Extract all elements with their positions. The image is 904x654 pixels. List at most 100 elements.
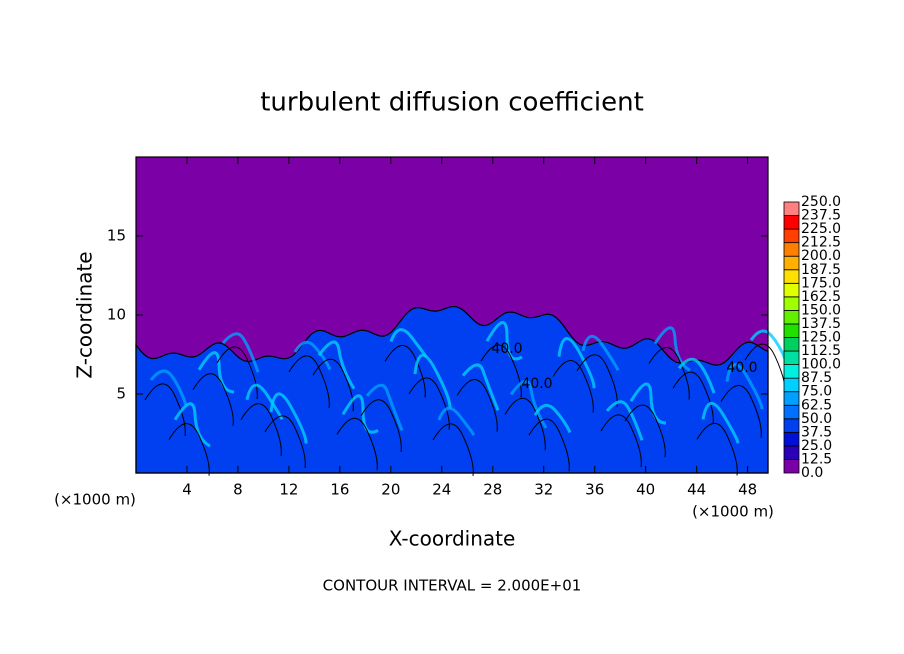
- field-streak: [749, 329, 788, 362]
- colorbar-label: 187.5: [801, 262, 841, 278]
- colorbar-band: [783, 201, 800, 216]
- colorbar-band: [783, 269, 800, 284]
- colorbar-band: [783, 350, 800, 365]
- field-streak: [173, 402, 211, 448]
- colorbar-label: 50.0: [801, 411, 832, 427]
- contour-line: [408, 377, 450, 431]
- contour-line: [264, 415, 306, 469]
- colorbar-label: 75.0: [801, 384, 832, 400]
- x-tick-label: 4: [182, 481, 192, 499]
- x-axis-label: X-coordinate: [389, 527, 516, 551]
- colorbar-label: 125.0: [801, 330, 841, 346]
- colorbar-label: 37.5: [801, 424, 832, 440]
- field-streak: [725, 363, 764, 410]
- x-tick-label: 44: [687, 481, 706, 499]
- field-streak: [437, 406, 476, 436]
- contour-label: 40.0: [491, 341, 522, 357]
- y-tick-label: 15: [107, 227, 126, 245]
- colorbar-band: [783, 255, 800, 271]
- colorbar-label: 212.5: [801, 235, 841, 251]
- x-tick-label: 28: [483, 481, 502, 499]
- x-tick-label: 20: [381, 481, 400, 499]
- colorbar-band: [783, 391, 800, 406]
- y-axis-label: Z-coordinate: [73, 251, 97, 378]
- contour-line: [312, 358, 354, 412]
- colorbar-band: [783, 296, 800, 311]
- contour-line: [480, 344, 522, 398]
- y-tick-label: 10: [107, 306, 126, 324]
- field-streak: [149, 369, 188, 406]
- colorbar-label: 25.0: [801, 438, 832, 454]
- contour-line: [624, 404, 666, 458]
- field-streak: [341, 394, 379, 434]
- field-streak: [605, 400, 644, 441]
- colorbar-band: [783, 364, 800, 379]
- colorbar-band: [783, 404, 800, 420]
- x-tick-label: 8: [233, 481, 243, 499]
- colorbar-label: 162.5: [801, 289, 841, 305]
- contour-line: [672, 371, 714, 425]
- colorbar-label: 225.0: [801, 221, 841, 237]
- field-streak: [509, 379, 548, 429]
- field-streak: [197, 351, 235, 394]
- contour-line: [336, 417, 378, 471]
- contour-line: [456, 379, 498, 432]
- colorbar-band: [783, 337, 800, 352]
- field-streak: [317, 340, 356, 390]
- contour-line: [144, 383, 186, 437]
- chart-title: turbulent diffusion coefficient: [260, 88, 644, 118]
- field-streak: [701, 402, 740, 444]
- field-streak: [485, 321, 523, 361]
- turbulent-region: [135, 305, 769, 474]
- colorbar-band: [783, 228, 800, 244]
- contour-label: 40.0: [521, 376, 552, 392]
- contour-line: [528, 418, 570, 472]
- colorbar-label: 100.0: [801, 357, 841, 373]
- field-streak: [389, 328, 428, 358]
- y-tick-label: 5: [116, 385, 126, 403]
- x-unit: (×1000 m): [692, 503, 774, 521]
- colorbar-label: 112.5: [801, 343, 841, 359]
- contour-line: [696, 422, 738, 476]
- colorbar-band: [783, 242, 800, 257]
- colorbar-band: [783, 377, 800, 393]
- x-tick-label: 16: [330, 481, 349, 499]
- contour-line: [216, 346, 258, 400]
- contour-line: [600, 414, 642, 468]
- colorbar-label: 175.0: [801, 275, 841, 291]
- contour-line: [384, 345, 426, 398]
- field-streak: [293, 340, 332, 371]
- colorbar-label: 137.5: [801, 316, 841, 332]
- colorbar-label: 200.0: [801, 248, 841, 264]
- colorbar-band: [783, 418, 800, 433]
- contour-line: [432, 423, 474, 477]
- contour-line: [288, 355, 330, 409]
- colorbar-label: 0.0: [801, 465, 823, 481]
- field-streak: [677, 357, 716, 394]
- x-tick-label: 40: [636, 481, 655, 499]
- colorbar-band: [783, 431, 800, 447]
- contour-line: [240, 403, 282, 456]
- field-streak: [269, 392, 308, 444]
- contour-line: [720, 385, 762, 438]
- colorbar-band: [783, 309, 800, 325]
- field-streak: [533, 403, 572, 434]
- field-streak: [629, 382, 667, 425]
- field-streak: [221, 332, 260, 373]
- footer-note: CONTOUR INTERVAL = 2.000E+01: [323, 577, 582, 595]
- contour-line: [648, 347, 690, 400]
- x-tick-label: 12: [279, 481, 298, 499]
- colorbar-band: [783, 445, 800, 460]
- contour-line: [192, 373, 234, 426]
- x-tick-label: 24: [432, 481, 451, 499]
- colorbar-band: [783, 282, 800, 298]
- x-tick-label: 32: [534, 481, 553, 499]
- colorbar-label: 250.0: [801, 194, 841, 210]
- colorbar-label: 12.5: [801, 451, 832, 467]
- x-tick-label: 48: [738, 481, 757, 499]
- contour-line: [504, 397, 546, 451]
- contour-line: [576, 354, 618, 407]
- contour-label: 40.0: [726, 360, 757, 376]
